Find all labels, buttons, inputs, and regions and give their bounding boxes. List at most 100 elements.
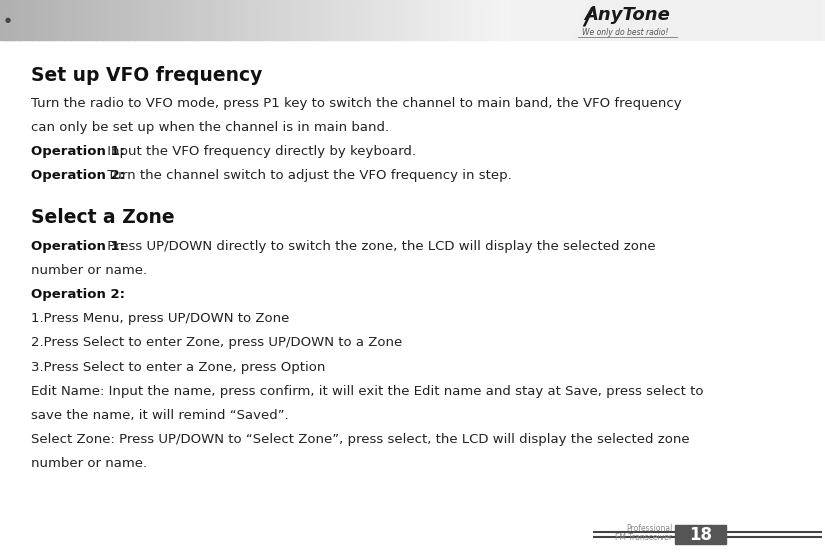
Bar xyxy=(474,0,480,40)
Bar xyxy=(403,0,410,40)
Bar xyxy=(447,0,455,40)
Bar xyxy=(512,0,825,40)
Bar xyxy=(89,0,97,40)
Text: Turn the radio to VFO mode, press P1 key to switch the channel to main band, the: Turn the radio to VFO mode, press P1 key… xyxy=(31,97,682,110)
Bar xyxy=(45,0,52,40)
Bar xyxy=(134,0,142,40)
Bar xyxy=(454,0,461,40)
Bar xyxy=(186,0,193,40)
Bar xyxy=(365,0,371,40)
Bar xyxy=(7,0,13,40)
Bar xyxy=(371,0,378,40)
Bar xyxy=(384,0,391,40)
Bar xyxy=(377,0,384,40)
Bar xyxy=(435,0,442,40)
Bar xyxy=(314,0,321,40)
Text: Select a Zone: Select a Zone xyxy=(31,208,175,227)
Bar xyxy=(307,0,314,40)
Text: number or name.: number or name. xyxy=(31,264,148,277)
Bar xyxy=(295,0,301,40)
Bar xyxy=(32,0,40,40)
Text: Edit Name: Input the name, press confirm, it will exit the Edit name and stay at: Edit Name: Input the name, press confirm… xyxy=(31,385,704,398)
Bar xyxy=(409,0,417,40)
Bar xyxy=(460,0,468,40)
Bar xyxy=(281,0,289,40)
Bar xyxy=(211,0,218,40)
Bar xyxy=(109,0,116,40)
Bar xyxy=(288,0,295,40)
Text: number or name.: number or name. xyxy=(31,457,148,470)
Bar xyxy=(13,0,20,40)
Text: Select Zone: Press UP/DOWN to “Select Zone”, press select, the LCD will display : Select Zone: Press UP/DOWN to “Select Zo… xyxy=(31,433,690,446)
Bar xyxy=(351,0,359,40)
Text: FM Transceiver: FM Transceiver xyxy=(615,533,672,542)
Bar xyxy=(167,0,173,40)
Bar xyxy=(38,0,45,40)
Bar xyxy=(19,0,26,40)
Text: can only be set up when the channel is in main band.: can only be set up when the channel is i… xyxy=(31,121,389,134)
Bar xyxy=(441,0,449,40)
Bar xyxy=(428,0,436,40)
Bar xyxy=(64,0,71,40)
Bar xyxy=(486,0,493,40)
Bar xyxy=(300,0,308,40)
Text: Input the VFO frequency directly by keyboard.: Input the VFO frequency directly by keyb… xyxy=(103,145,416,158)
Text: 2.Press Select to enter Zone, press UP/DOWN to a Zone: 2.Press Select to enter Zone, press UP/D… xyxy=(31,337,403,349)
Bar xyxy=(346,0,352,40)
Polygon shape xyxy=(572,0,821,40)
Bar xyxy=(224,0,231,40)
Bar xyxy=(147,0,154,40)
Text: Operation 2:: Operation 2: xyxy=(31,288,125,301)
Text: We only do best radio!: We only do best radio! xyxy=(582,28,668,37)
Text: Operation 2:: Operation 2: xyxy=(31,169,125,182)
Bar xyxy=(243,0,250,40)
Bar xyxy=(237,0,244,40)
Text: 1.Press Menu, press UP/DOWN to Zone: 1.Press Menu, press UP/DOWN to Zone xyxy=(31,312,290,325)
Bar xyxy=(153,0,161,40)
Bar xyxy=(218,0,224,40)
Bar xyxy=(249,0,257,40)
Bar xyxy=(416,0,423,40)
Bar xyxy=(141,0,148,40)
Bar xyxy=(390,0,397,40)
Bar xyxy=(320,0,327,40)
Bar xyxy=(128,0,135,40)
Bar xyxy=(179,0,186,40)
Text: Professional: Professional xyxy=(626,524,672,533)
Bar xyxy=(358,0,365,40)
Bar xyxy=(675,525,726,544)
Text: Turn the channel switch to adjust the VFO frequency in step.: Turn the channel switch to adjust the VF… xyxy=(103,169,512,182)
Text: Set up VFO frequency: Set up VFO frequency xyxy=(31,66,262,85)
Bar xyxy=(262,0,269,40)
Text: /: / xyxy=(585,4,593,28)
Bar xyxy=(116,0,122,40)
Text: ●: ● xyxy=(5,17,11,23)
Bar xyxy=(505,0,512,40)
Bar xyxy=(339,0,346,40)
Bar xyxy=(269,0,276,40)
Bar xyxy=(198,0,205,40)
Bar xyxy=(0,0,7,40)
Bar xyxy=(102,0,110,40)
Bar xyxy=(467,0,474,40)
Bar xyxy=(422,0,429,40)
Bar xyxy=(96,0,103,40)
Bar xyxy=(498,0,506,40)
Bar xyxy=(160,0,167,40)
Text: Operation 1:: Operation 1: xyxy=(31,145,125,158)
Bar xyxy=(479,0,487,40)
Text: save the name, it will remind “Saved”.: save the name, it will remind “Saved”. xyxy=(31,409,289,422)
Bar xyxy=(70,0,78,40)
Bar xyxy=(326,0,333,40)
Bar xyxy=(396,0,403,40)
Bar xyxy=(51,0,59,40)
Bar xyxy=(256,0,263,40)
Bar xyxy=(493,0,500,40)
Bar xyxy=(26,0,33,40)
Bar xyxy=(83,0,91,40)
Bar xyxy=(332,0,340,40)
Bar xyxy=(230,0,238,40)
Bar xyxy=(58,0,64,40)
Text: Press UP/DOWN directly to switch the zone, the LCD will display the selected zon: Press UP/DOWN directly to switch the zon… xyxy=(103,240,656,253)
Bar xyxy=(172,0,180,40)
